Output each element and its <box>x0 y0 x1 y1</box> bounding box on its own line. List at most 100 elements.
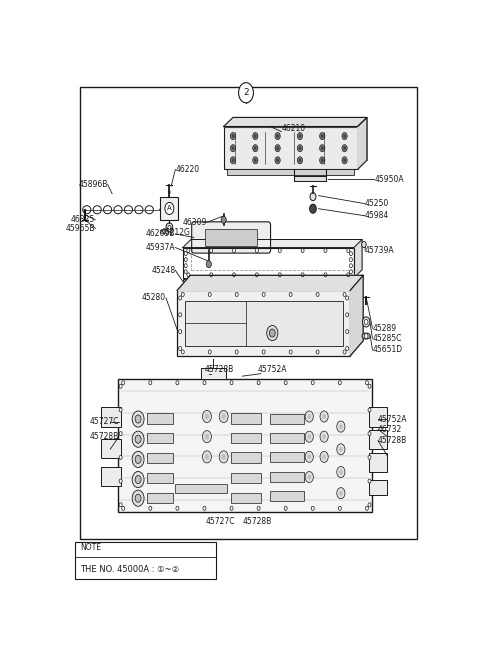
Circle shape <box>135 455 141 464</box>
Bar <box>270 433 304 443</box>
Circle shape <box>149 381 152 384</box>
Circle shape <box>346 313 348 317</box>
Circle shape <box>305 451 313 462</box>
Circle shape <box>337 466 345 477</box>
Circle shape <box>284 381 287 384</box>
Circle shape <box>179 346 181 350</box>
Text: 45727C: 45727C <box>89 417 119 426</box>
Circle shape <box>204 434 209 440</box>
Circle shape <box>347 272 350 277</box>
Bar <box>224 126 358 170</box>
Bar <box>231 493 261 503</box>
Circle shape <box>275 157 280 164</box>
Bar <box>147 453 173 463</box>
Circle shape <box>278 248 281 253</box>
Text: 46269B: 46269B <box>146 229 175 238</box>
Circle shape <box>230 381 233 384</box>
Circle shape <box>231 159 234 162</box>
Circle shape <box>254 159 257 162</box>
Circle shape <box>299 146 301 150</box>
Text: 45289: 45289 <box>372 324 396 333</box>
Bar <box>101 439 121 458</box>
Bar <box>231 452 261 463</box>
Circle shape <box>262 350 265 354</box>
Circle shape <box>337 421 345 432</box>
Circle shape <box>255 248 258 253</box>
Circle shape <box>230 145 236 152</box>
Circle shape <box>122 506 125 510</box>
Bar <box>101 407 121 426</box>
FancyBboxPatch shape <box>192 222 271 253</box>
Circle shape <box>364 320 368 324</box>
Text: 46210: 46210 <box>281 124 305 132</box>
Circle shape <box>321 159 324 162</box>
Circle shape <box>307 434 311 440</box>
Circle shape <box>231 134 234 138</box>
Circle shape <box>364 333 368 339</box>
Text: 45752A: 45752A <box>378 415 408 424</box>
Circle shape <box>343 159 346 162</box>
Circle shape <box>184 270 187 274</box>
Circle shape <box>275 132 280 140</box>
Bar <box>228 170 354 176</box>
Circle shape <box>339 447 343 452</box>
Circle shape <box>135 415 141 423</box>
Text: 2: 2 <box>243 88 249 97</box>
Circle shape <box>204 413 209 420</box>
Circle shape <box>365 381 368 384</box>
Circle shape <box>204 454 209 460</box>
Bar <box>270 472 304 482</box>
Polygon shape <box>354 240 362 278</box>
Circle shape <box>349 264 352 268</box>
Bar <box>369 453 387 472</box>
Circle shape <box>132 451 144 468</box>
Text: 45739A: 45739A <box>365 246 395 255</box>
Bar <box>75 542 216 579</box>
Circle shape <box>187 272 190 277</box>
Circle shape <box>252 157 258 164</box>
Circle shape <box>368 455 371 459</box>
Text: 45728B: 45728B <box>378 436 408 445</box>
Bar <box>205 229 257 246</box>
Circle shape <box>368 503 371 507</box>
Bar <box>101 467 121 486</box>
Bar <box>231 413 261 424</box>
Circle shape <box>343 350 346 354</box>
Text: 45896B: 45896B <box>78 180 108 189</box>
Circle shape <box>297 132 302 140</box>
Text: 45727C: 45727C <box>206 517 236 527</box>
Text: 45937A: 45937A <box>146 243 175 252</box>
Circle shape <box>342 145 347 152</box>
Bar <box>147 433 173 443</box>
Text: 45250: 45250 <box>365 199 389 208</box>
Circle shape <box>297 145 302 152</box>
Circle shape <box>122 381 125 384</box>
Circle shape <box>346 329 348 333</box>
Bar <box>369 407 387 426</box>
Circle shape <box>342 157 347 164</box>
Circle shape <box>310 193 316 200</box>
Text: 46220: 46220 <box>175 165 200 174</box>
Circle shape <box>181 292 184 297</box>
Bar <box>160 197 178 220</box>
Circle shape <box>338 506 341 510</box>
Circle shape <box>321 146 324 150</box>
Bar <box>175 484 228 493</box>
Bar <box>191 240 362 270</box>
Text: 45752A: 45752A <box>257 365 287 373</box>
Polygon shape <box>183 240 362 248</box>
Bar <box>270 414 304 424</box>
Circle shape <box>179 296 181 300</box>
Circle shape <box>289 292 292 297</box>
Text: A: A <box>167 206 172 212</box>
Circle shape <box>320 145 325 152</box>
Circle shape <box>324 272 327 277</box>
Circle shape <box>343 146 346 150</box>
Circle shape <box>342 132 347 140</box>
Circle shape <box>322 414 326 419</box>
Circle shape <box>339 424 343 429</box>
Bar <box>81 87 417 538</box>
Circle shape <box>210 248 213 253</box>
Circle shape <box>324 248 327 253</box>
Circle shape <box>339 491 343 496</box>
